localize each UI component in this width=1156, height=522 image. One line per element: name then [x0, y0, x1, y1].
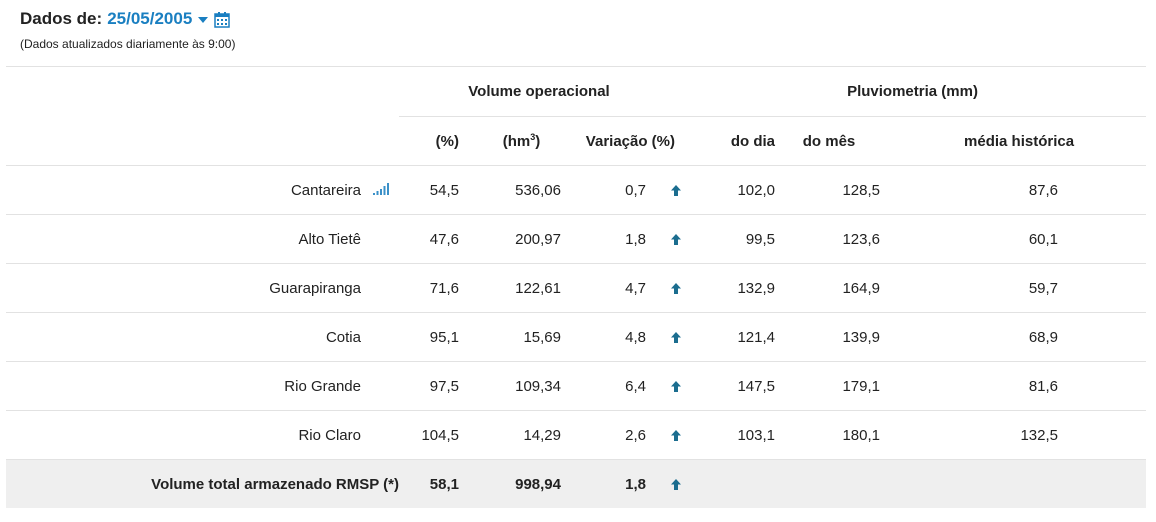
page-header: Dados de: 25/05/2005 (Dados atualizados …	[20, 8, 235, 51]
variation-number: 0,7	[625, 181, 647, 199]
variation-value: 6,4	[574, 361, 682, 411]
pluv-mes-value: 179,1	[778, 361, 881, 411]
variation-value: 1,8	[574, 214, 682, 264]
pluv-media-value: 59,7	[880, 263, 1147, 313]
reservoir-name: Rio Claro	[6, 410, 361, 460]
col-pct-header: (%)	[399, 116, 469, 166]
arrow-up-icon	[670, 478, 682, 491]
chart-cell	[361, 165, 399, 215]
variation-value: 0,7	[574, 165, 682, 215]
arrow-up-icon	[670, 282, 682, 295]
chart-cell	[361, 410, 399, 460]
total-pct: 58,1	[399, 459, 469, 508]
hm3-value: 200,97	[469, 214, 574, 264]
reservoir-name: Alto Tietê	[6, 214, 361, 264]
col-hm3-text: (hm	[502, 132, 531, 150]
pluv-dia-value: 147,5	[679, 361, 779, 411]
col-hm3-close: )	[535, 132, 541, 150]
group-volume-header: Volume operacional	[399, 66, 680, 117]
hm3-value: 122,61	[469, 263, 574, 313]
name-col-header	[6, 116, 399, 166]
date-selector: Dados de: 25/05/2005	[20, 8, 235, 30]
pluv-mes-value: 128,5	[778, 165, 881, 215]
variation-number: 1,8	[625, 230, 647, 248]
arrow-up-icon	[670, 184, 682, 197]
pluv-mes-value: 180,1	[778, 410, 881, 460]
pluv-media-value: 132,5	[880, 410, 1147, 460]
pluv-media-value: 68,9	[880, 312, 1147, 362]
pluv-mes-value: 123,6	[778, 214, 881, 264]
empty-cell	[778, 459, 881, 508]
calendar-icon[interactable]	[214, 11, 231, 28]
reservoir-name: Rio Grande	[6, 361, 361, 411]
date-label: Dados de:	[20, 9, 103, 28]
pluv-dia-value: 132,9	[679, 263, 779, 313]
col-mes-header: do mês	[778, 116, 881, 166]
pluv-dia-value: 102,0	[679, 165, 779, 215]
table-row: Guarapiranga 71,6 122,61 4,7 132,9 164,9 59,7	[6, 263, 1147, 313]
table-row: Rio Grande 97,5 109,34 6,4 147,5 179,1 81,6	[6, 361, 1147, 411]
variation-number: 4,8	[625, 328, 647, 346]
table-row: Cotia 95,1 15,69 4,8 121,4 139,9 68,9	[6, 312, 1147, 362]
col-var-header: Variação (%)	[574, 116, 680, 166]
table-row: Cantareira 54,5 536,06 0,7 102,0 128,5 87,6	[6, 165, 1147, 215]
chart-cell	[361, 361, 399, 411]
col-dia-header: do dia	[679, 116, 779, 166]
arrow-up-icon	[670, 429, 682, 442]
variation-number: 2,6	[625, 426, 647, 444]
reservoir-name: Cotia	[6, 312, 361, 362]
pluv-dia-value: 121,4	[679, 312, 779, 362]
pluv-media-value: 60,1	[880, 214, 1147, 264]
arrow-up-icon	[670, 331, 682, 344]
pluv-dia-value: 99,5	[679, 214, 779, 264]
chart-cell	[361, 263, 399, 313]
total-hm3: 998,94	[469, 459, 574, 508]
pluv-dia-value: 103,1	[679, 410, 779, 460]
col-hm3-sup: 3	[530, 131, 536, 142]
pluv-mes-value: 139,9	[778, 312, 881, 362]
chart-cell	[361, 214, 399, 264]
bar-chart-icon[interactable]	[373, 182, 389, 199]
update-note: (Dados atualizados diariamente às 9:00)	[20, 37, 236, 51]
pct-value: 54,5	[399, 165, 469, 215]
group-pluviometria-header: Pluviometria (mm)	[679, 66, 1147, 117]
empty-cell	[679, 459, 779, 508]
variation-value: 4,8	[574, 312, 682, 362]
reservoir-name: Cantareira	[6, 165, 361, 215]
reservoir-table: Volume operacional Pluviometria (mm) (%)…	[6, 66, 1147, 508]
caret-down-icon[interactable]	[198, 17, 209, 23]
pct-value: 47,6	[399, 214, 469, 264]
variation-value: 2,6	[574, 410, 682, 460]
total-label: Volume total armazenado RMSP (*)	[6, 459, 399, 508]
variation-number: 6,4	[625, 377, 647, 395]
total-row: Volume total armazenado RMSP (*) 58,1 998,…	[6, 459, 1147, 508]
pct-value: 104,5	[399, 410, 469, 460]
arrow-up-icon	[670, 380, 682, 393]
total-variation: 1,8	[574, 459, 682, 508]
variation-value: 4,7	[574, 263, 682, 313]
arrow-up-icon	[670, 233, 682, 246]
pct-value: 71,6	[399, 263, 469, 313]
col-hm3-header: (hm3)	[469, 116, 574, 166]
chart-cell	[361, 312, 399, 362]
pct-value: 97,5	[399, 361, 469, 411]
empty-cell	[880, 459, 1147, 508]
hm3-value: 15,69	[469, 312, 574, 362]
date-picker-link[interactable]: 25/05/2005	[107, 9, 193, 28]
total-variation-number: 1,8	[625, 475, 647, 493]
blank-header	[6, 66, 399, 117]
table-row: Alto Tietê 47,6 200,97 1,8 99,5 123,6 60,1	[6, 214, 1147, 264]
variation-number: 4,7	[625, 279, 647, 297]
pluv-media-value: 87,6	[880, 165, 1147, 215]
hm3-value: 109,34	[469, 361, 574, 411]
hm3-value: 14,29	[469, 410, 574, 460]
pluv-media-value: 81,6	[880, 361, 1147, 411]
pct-value: 95,1	[399, 312, 469, 362]
pluv-mes-value: 164,9	[778, 263, 881, 313]
table-row: Rio Claro 104,5 14,29 2,6 103,1 180,1 132,5	[6, 410, 1147, 460]
col-media-header: média histórica	[880, 116, 1147, 166]
reservoir-name: Guarapiranga	[6, 263, 361, 313]
hm3-value: 536,06	[469, 165, 574, 215]
